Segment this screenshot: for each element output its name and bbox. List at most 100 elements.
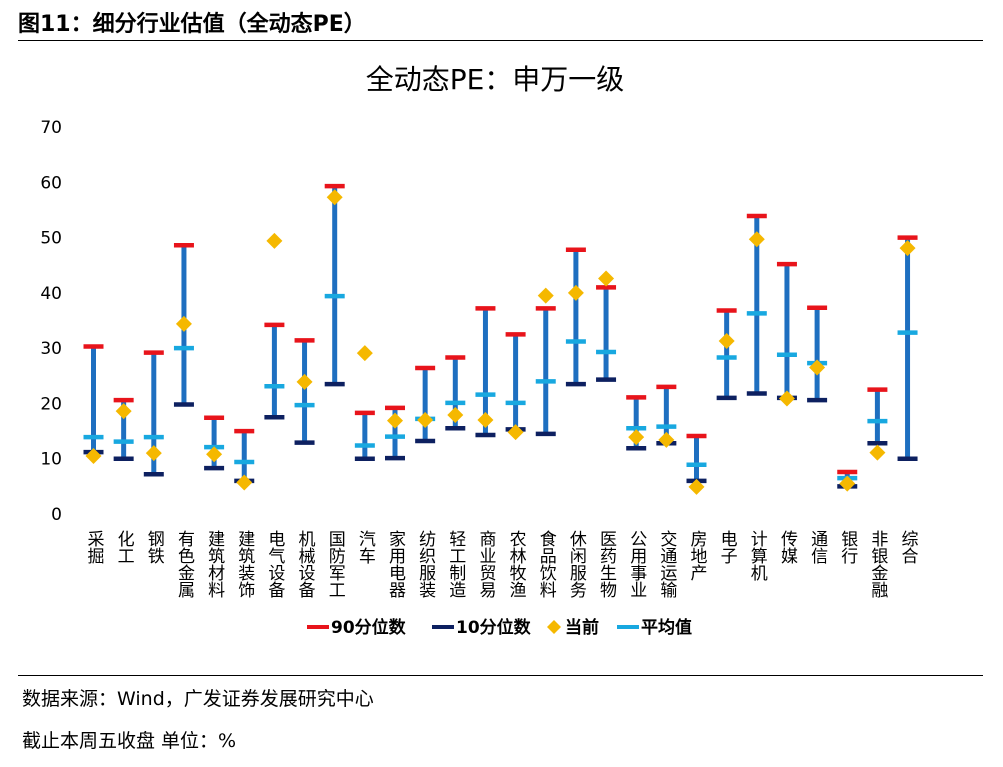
category-group xyxy=(113,397,134,461)
legend-label: 平均值 xyxy=(641,617,692,638)
y-tick-label: 50 xyxy=(40,229,62,249)
x-tick-label: 电气设备 xyxy=(264,530,285,598)
x-tick-label: 汽车 xyxy=(355,530,376,564)
x-tick-label: 通信 xyxy=(807,530,828,564)
x-tick-label: 公用事业 xyxy=(626,530,647,598)
category-group xyxy=(837,469,858,492)
x-tick-label: 计算机 xyxy=(747,530,768,581)
category-group xyxy=(565,247,586,387)
current-point xyxy=(115,403,132,420)
current-point xyxy=(326,189,343,206)
x-tick-label: 商业贸易 xyxy=(475,530,496,599)
category-group xyxy=(686,433,707,495)
category-group xyxy=(475,306,496,438)
legend-item: 10分位数 xyxy=(432,617,532,638)
category-group xyxy=(264,232,285,420)
category-group xyxy=(626,395,647,451)
x-tick-label: 建筑装饰 xyxy=(234,530,255,598)
current-point xyxy=(628,429,645,446)
bottom-rule xyxy=(18,675,983,676)
x-tick-label: 家用电器 xyxy=(385,530,406,598)
x-tick-label: 休闲服务 xyxy=(566,530,587,598)
x-tick-label: 纺织服装 xyxy=(415,530,436,598)
current-point xyxy=(899,240,916,257)
current-point xyxy=(417,412,434,429)
x-tick-label: 采掘 xyxy=(84,530,105,565)
x-tick-label: 房地产 xyxy=(687,530,708,581)
category-group xyxy=(505,332,526,441)
current-point xyxy=(145,445,162,462)
category-group xyxy=(204,415,225,471)
top-rule xyxy=(18,40,983,41)
current-point xyxy=(688,478,705,495)
current-point xyxy=(206,446,223,463)
x-tick-label: 银行 xyxy=(837,530,858,565)
current-point xyxy=(598,270,615,287)
legend-label: 当前 xyxy=(565,617,599,638)
chart-title: 全动态PE：申万一级 xyxy=(366,63,625,96)
source-note: 数据来源：Wind，广发证券发展研究中心 xyxy=(22,688,374,710)
category-group xyxy=(83,344,104,464)
x-tick-label: 非银金融 xyxy=(867,530,888,599)
legend: 90分位数 10分位数 当前 平均值 xyxy=(307,617,692,638)
x-tick-label: 传媒 xyxy=(777,530,798,564)
current-point xyxy=(748,231,765,248)
current-point xyxy=(507,424,524,441)
current-point xyxy=(537,287,554,304)
y-axis: 0 10 20 30 40 50 60 70 xyxy=(40,118,62,525)
category-group xyxy=(716,308,737,401)
legend-item: 90分位数 xyxy=(307,617,407,638)
current-point xyxy=(387,412,403,429)
category-group xyxy=(746,213,767,396)
current-point xyxy=(477,412,494,429)
x-tick-label: 化工 xyxy=(114,530,134,564)
category-group xyxy=(535,287,556,437)
x-tick-label: 机械设备 xyxy=(295,530,316,598)
current-point xyxy=(809,359,826,376)
current-point xyxy=(266,232,283,249)
category-group xyxy=(867,387,888,461)
current-point xyxy=(236,474,253,491)
category-group xyxy=(324,183,345,387)
y-tick-label: 20 xyxy=(40,394,62,414)
x-tick-label: 轻工制造 xyxy=(445,530,466,598)
legend-swatch xyxy=(547,620,561,634)
x-tick-label: 有色金属 xyxy=(174,530,195,598)
category-group xyxy=(234,428,255,491)
chart-marks xyxy=(83,183,918,495)
current-point xyxy=(447,407,464,424)
legend-label: 90分位数 xyxy=(331,617,407,638)
x-tick-label: 国防军工 xyxy=(325,530,346,598)
category-group xyxy=(143,350,164,477)
x-tick-label: 建筑材料 xyxy=(204,530,225,598)
y-tick-label: 0 xyxy=(51,505,62,525)
current-point xyxy=(869,444,886,461)
legend-item: 当前 xyxy=(547,617,599,638)
y-tick-label: 30 xyxy=(40,339,62,359)
category-group xyxy=(173,243,194,407)
y-tick-label: 10 xyxy=(40,450,62,470)
category-group xyxy=(415,365,436,444)
category-group xyxy=(596,270,617,382)
y-tick-label: 40 xyxy=(40,284,62,304)
legend-label: 10分位数 xyxy=(456,617,532,638)
current-point xyxy=(718,332,735,349)
x-tick-label: 交通运输 xyxy=(656,530,677,599)
figure-title: 图11：细分行业估值（全动态PE） xyxy=(18,12,366,37)
category-group xyxy=(656,384,677,448)
legend-item: 平均值 xyxy=(617,617,692,638)
unit-note: 截止本周五收盘 单位：% xyxy=(22,730,237,752)
current-point xyxy=(567,284,584,301)
current-point xyxy=(658,431,675,448)
x-tick-label: 农林牧渔 xyxy=(506,530,527,598)
current-point xyxy=(175,315,192,332)
category-group xyxy=(807,305,828,403)
x-tick-label: 钢铁 xyxy=(144,530,165,564)
category-group xyxy=(776,261,797,407)
current-point xyxy=(839,475,856,492)
x-tick-label: 综合 xyxy=(898,530,919,564)
category-group xyxy=(897,235,918,461)
category-group xyxy=(294,338,315,445)
y-tick-label: 70 xyxy=(40,118,62,138)
range-chart: 全动态PE：申万一级 0 10 20 30 40 50 60 70 采掘 化工 钢铁 有色金属 建筑材… xyxy=(40,63,919,638)
